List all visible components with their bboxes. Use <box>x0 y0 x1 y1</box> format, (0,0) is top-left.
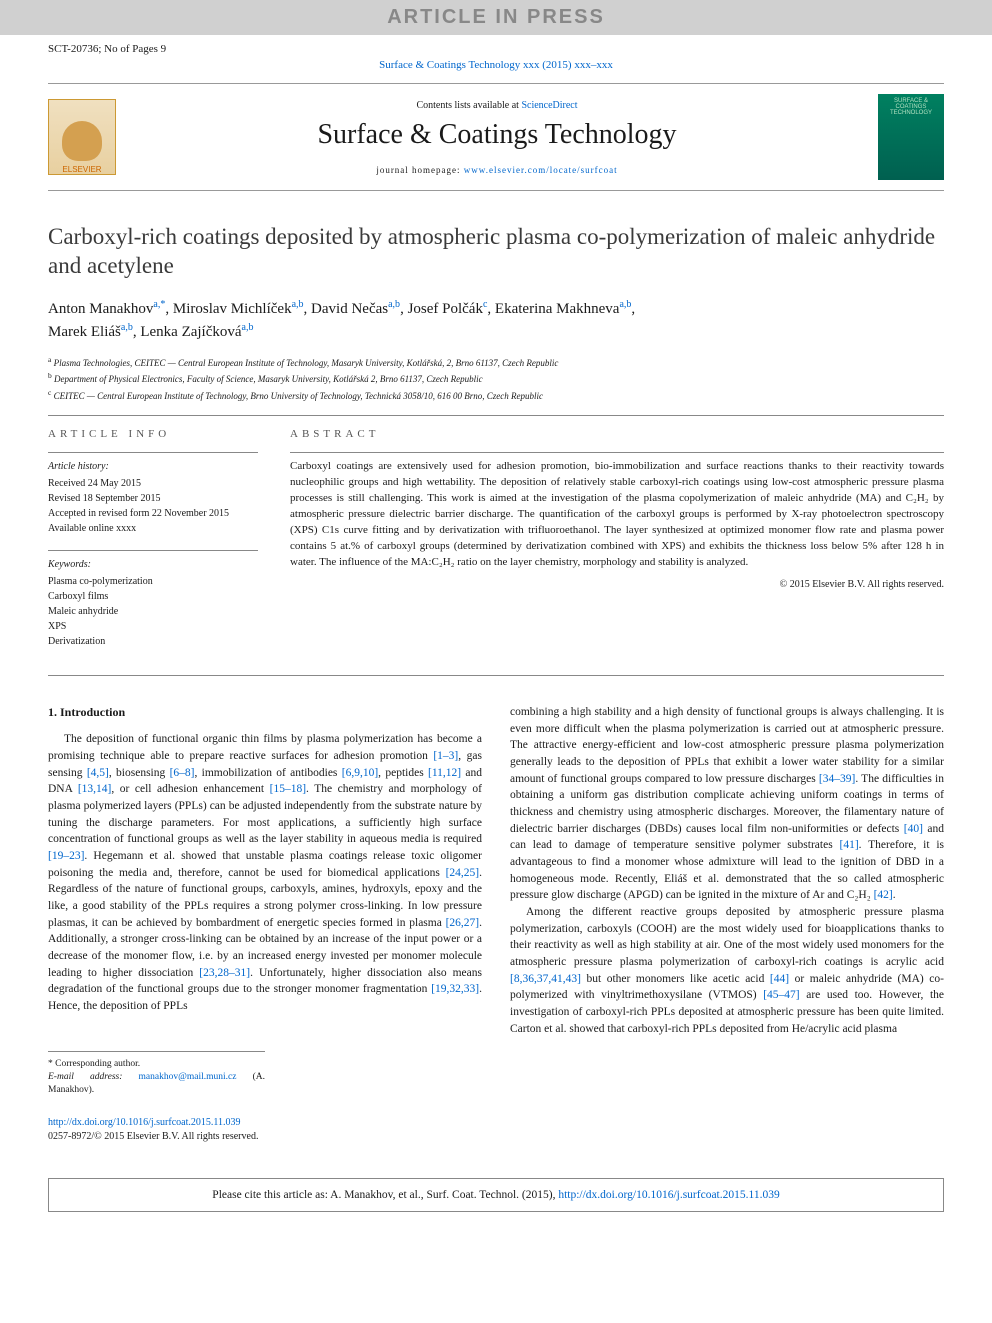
divider <box>48 550 258 551</box>
affil-link[interactable]: a,* <box>153 299 165 310</box>
article-in-press-banner: ARTICLE IN PRESS <box>0 0 992 35</box>
elsevier-logo: ELSEVIER <box>48 99 116 175</box>
affil-link[interactable]: a,b <box>121 322 133 333</box>
affil-link[interactable]: a,b <box>619 299 631 310</box>
keywords-block: Keywords: Plasma co-polymerization Carbo… <box>48 557 258 649</box>
contents-available-line: Contents lists available at ScienceDirec… <box>132 100 862 111</box>
citation-link[interactable]: [40] <box>904 823 923 835</box>
body-column-right: combining a high stability and a high de… <box>510 704 944 1144</box>
citation-link[interactable]: [42] <box>874 889 893 901</box>
affil-link[interactable]: a,b <box>388 299 400 310</box>
body-paragraph: combining a high stability and a high de… <box>510 704 944 904</box>
journal-masthead: ELSEVIER Contents lists available at Sci… <box>48 83 944 191</box>
email-link[interactable]: manakhov@mail.muni.cz <box>139 1072 237 1082</box>
article-title: Carboxyl-rich coatings deposited by atmo… <box>48 223 944 281</box>
cite-this-article-box: Please cite this article as: A. Manakhov… <box>48 1178 944 1212</box>
citation-link[interactable]: [11,12] <box>428 767 461 779</box>
author-list: Anton Manakhova,*, Miroslav Michlíčeka,b… <box>48 297 944 344</box>
journal-homepage-line: journal homepage: www.elsevier.com/locat… <box>132 165 862 175</box>
body-column-left: 1. Introduction The deposition of functi… <box>48 704 482 1144</box>
citation-link[interactable]: [6–8] <box>170 767 195 779</box>
cite-doi-link[interactable]: http://dx.doi.org/10.1016/j.surfcoat.201… <box>558 1189 779 1201</box>
divider <box>290 452 944 453</box>
abstract-text: Carboxyl coatings are extensively used f… <box>290 459 944 571</box>
sciencedirect-link[interactable]: ScienceDirect <box>521 100 577 111</box>
abstract-label: abstract <box>290 428 944 440</box>
article-history: Article history: Received 24 May 2015 Re… <box>48 459 258 536</box>
divider <box>48 415 944 416</box>
citation-link[interactable]: [13,14] <box>78 783 112 795</box>
body-paragraph: The deposition of functional organic thi… <box>48 731 482 1014</box>
article-id-line: SCT-20736; No of Pages 9 <box>48 35 944 59</box>
doi-link[interactable]: http://dx.doi.org/10.1016/j.surfcoat.201… <box>48 1117 241 1128</box>
citation-link[interactable]: [1–3] <box>433 750 458 762</box>
citation-link[interactable]: [23,28–31] <box>199 967 250 979</box>
citation-link[interactable]: [4,5] <box>87 767 109 779</box>
citation-link[interactable]: [41] <box>839 839 858 851</box>
citation-link[interactable]: [19,32,33] <box>431 983 479 995</box>
affil-link[interactable]: a,b <box>242 322 254 333</box>
citation-link[interactable]: [26,27] <box>446 917 480 929</box>
journal-homepage-link[interactable]: www.elsevier.com/locate/surfcoat <box>464 165 618 175</box>
citation-link[interactable]: [34–39] <box>819 773 855 785</box>
section-heading-introduction: 1. Introduction <box>48 704 482 721</box>
affiliations: a Plasma Technologies, CEITEC — Central … <box>48 354 944 404</box>
copyright-line: © 2015 Elsevier B.V. All rights reserved… <box>290 579 944 590</box>
divider <box>48 675 944 676</box>
citation-link[interactable]: [24,25] <box>446 867 480 879</box>
citation-link[interactable]: [19–23] <box>48 850 84 862</box>
doi-block: http://dx.doi.org/10.1016/j.surfcoat.201… <box>48 1116 482 1144</box>
affil-link[interactable]: a,b <box>292 299 304 310</box>
citation-link[interactable]: [6,9,10] <box>342 767 378 779</box>
divider <box>48 452 258 453</box>
journal-title: Surface & Coatings Technology <box>132 119 862 151</box>
corresponding-author-note: * Corresponding author. E-mail address: … <box>48 1051 265 1098</box>
citation-link[interactable]: [45–47] <box>763 989 799 1001</box>
citation-link[interactable]: [15–18] <box>270 783 306 795</box>
citation-link[interactable]: [8,36,37,41,43] <box>510 973 581 985</box>
citation-link[interactable]: [44] <box>770 973 789 985</box>
journal-reference: Surface & Coatings Technology xxx (2015)… <box>48 59 944 71</box>
journal-ref-link[interactable]: Surface & Coatings Technology xxx (2015)… <box>379 59 613 71</box>
article-info-label: article info <box>48 428 258 440</box>
journal-cover-thumbnail: SURFACE & COATINGS TECHNOLOGY <box>878 94 944 180</box>
body-paragraph: Among the different reactive groups depo… <box>510 904 944 1037</box>
